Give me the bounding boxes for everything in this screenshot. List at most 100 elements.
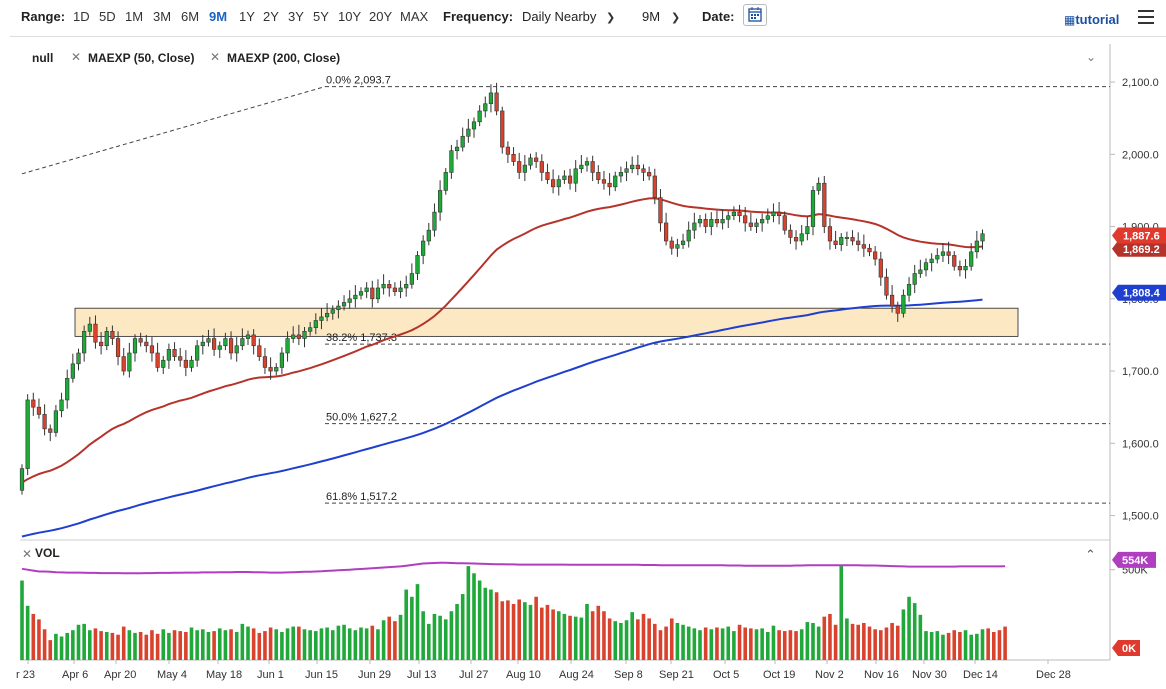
period-select[interactable]: 9M — [642, 9, 661, 24]
frequency-select[interactable]: Daily Nearby — [522, 9, 597, 24]
period-chevron-down-icon[interactable]: ❯ — [671, 12, 681, 24]
volume-bar — [314, 631, 318, 660]
tutorial-link[interactable]: ▦tutorial — [1064, 12, 1119, 27]
volume-bar — [274, 629, 279, 660]
candle-body — [155, 352, 160, 368]
legend-volume: VOL — [35, 546, 60, 560]
fib-level-label: 50.0% 1,627.2 — [326, 412, 397, 424]
volume-bar — [822, 616, 827, 660]
candle-body — [392, 287, 398, 292]
candle-body — [279, 352, 285, 368]
candle-body — [771, 211, 776, 217]
volume-bar — [946, 632, 951, 660]
remove-ma50-icon[interactable]: ✕ — [71, 50, 82, 64]
volume-bar — [907, 596, 911, 660]
volume-zero-badge-label: 0K — [1122, 643, 1136, 655]
candle-body — [313, 320, 318, 329]
candle-body — [703, 219, 708, 227]
volume-bar — [167, 632, 171, 660]
range-1d-button[interactable]: 1D — [73, 9, 90, 24]
candle-body — [132, 338, 138, 354]
volume-bar — [472, 573, 476, 660]
range-3m-button[interactable]: 3M — [153, 9, 172, 24]
range-2y-button[interactable]: 2Y — [263, 9, 279, 24]
remove-ma200-icon[interactable]: ✕ — [210, 50, 221, 64]
volume-bar — [466, 566, 471, 660]
volume-bar — [562, 613, 567, 660]
candle-body — [873, 251, 878, 260]
candle-body — [567, 175, 573, 184]
volume-bar — [986, 628, 990, 660]
candle-body — [810, 190, 816, 227]
x-tick-label: Jul 27 — [459, 669, 488, 681]
remove-volume-icon[interactable]: ✕ — [22, 547, 33, 561]
fib-trend-line — [21, 86, 326, 175]
candle-body — [471, 121, 477, 130]
x-tick-label: Dec 14 — [963, 669, 998, 681]
volume-bar — [856, 624, 860, 660]
range-10y-button[interactable]: 10Y — [338, 9, 362, 24]
volume-bar — [42, 629, 47, 660]
range-1m-button[interactable]: 1M — [125, 9, 144, 24]
range-9m-button[interactable]: 9M — [209, 9, 228, 24]
candle-body — [596, 172, 601, 180]
candle-body — [381, 284, 386, 289]
x-tick-label: Apr 6 — [62, 669, 88, 681]
volume-bar — [969, 634, 973, 660]
candle-body — [776, 211, 782, 217]
range-max-button[interactable]: MAX — [400, 9, 429, 24]
candle-body — [534, 157, 539, 162]
candle-body — [562, 175, 567, 180]
candle-body — [630, 164, 635, 170]
legend-ma200[interactable]: MAEXP (200, Close) — [227, 51, 341, 65]
price-tick-label: 1,700.0 — [1122, 366, 1159, 378]
collapse-chevron-up-icon[interactable]: ⌃ — [1085, 547, 1096, 562]
candle-body — [635, 164, 640, 170]
candle-body — [93, 323, 98, 343]
range-20y-button[interactable]: 20Y — [369, 9, 393, 24]
volume-bar — [641, 613, 646, 660]
volume-bar — [794, 631, 798, 660]
candle-body — [189, 359, 194, 368]
candle-body — [358, 291, 364, 296]
candle-body — [172, 349, 177, 357]
range-3y-button[interactable]: 3Y — [288, 9, 304, 24]
candle-body — [494, 92, 499, 112]
volume-bar — [579, 617, 584, 660]
legend-symbol: null — [32, 51, 54, 65]
volume-bar — [777, 630, 781, 660]
candle-body — [483, 103, 488, 112]
volume-bar — [867, 626, 872, 660]
volume-bar — [698, 630, 702, 660]
menu-icon[interactable] — [1138, 10, 1154, 28]
x-tick-label: Nov 30 — [912, 669, 947, 681]
calendar-icon[interactable] — [743, 4, 767, 26]
volume-bar — [110, 632, 115, 660]
volume-bar — [257, 632, 262, 660]
x-tick-label: Nov 2 — [815, 669, 844, 681]
volume-bar — [590, 611, 595, 660]
legend-ma50[interactable]: MAEXP (50, Close) — [88, 51, 195, 65]
candle-body — [183, 359, 188, 368]
range-5y-button[interactable]: 5Y — [313, 9, 329, 24]
collapse-chevron-down-icon[interactable]: ⌄ — [1086, 50, 1097, 64]
candle-body — [296, 334, 301, 339]
range-6m-button[interactable]: 6M — [181, 9, 200, 24]
candle-body — [443, 172, 448, 191]
volume-bar — [895, 625, 900, 660]
x-tick-label: Oct 5 — [713, 669, 739, 681]
range-1y-button[interactable]: 1Y — [239, 9, 255, 24]
range-5d-button[interactable]: 5D — [99, 9, 116, 24]
volume-bar — [184, 632, 188, 660]
candle-body — [262, 356, 268, 368]
volume-bar — [1003, 626, 1007, 660]
volume-bar — [630, 612, 634, 660]
volume-bar — [517, 599, 521, 660]
volume-bar — [924, 631, 928, 660]
frequency-chevron-down-icon[interactable]: ❯ — [606, 12, 616, 24]
support-zone — [74, 307, 1019, 337]
volume-bar — [268, 627, 273, 660]
volume-bar — [873, 629, 877, 660]
volume-bar — [703, 627, 708, 660]
